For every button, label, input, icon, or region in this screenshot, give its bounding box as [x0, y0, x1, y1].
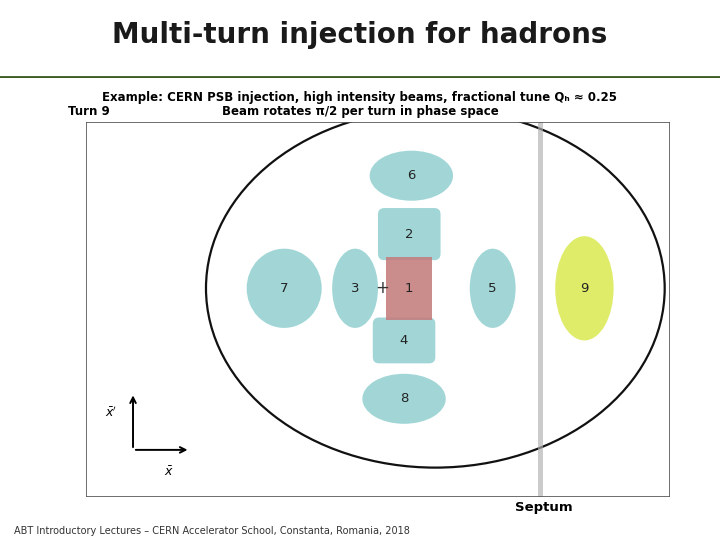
Text: 5: 5	[488, 282, 497, 295]
Ellipse shape	[362, 374, 446, 424]
Text: Beam rotates π/2 per turn in phase space: Beam rotates π/2 per turn in phase space	[222, 105, 498, 118]
Ellipse shape	[469, 249, 516, 328]
Text: $\bar{x}$: $\bar{x}$	[163, 465, 174, 479]
Ellipse shape	[555, 236, 613, 340]
Text: Septum: Septum	[515, 501, 572, 514]
Bar	[538, 122, 544, 497]
Text: Multi-turn injection for hadrons: Multi-turn injection for hadrons	[112, 21, 608, 49]
Text: 6: 6	[408, 169, 415, 182]
Text: 4: 4	[400, 334, 408, 347]
Text: 2: 2	[405, 227, 413, 241]
Text: ABT Introductory Lectures – CERN Accelerator School, Constanta, Romania, 2018: ABT Introductory Lectures – CERN Acceler…	[14, 525, 410, 536]
Text: $\bar{x}'$: $\bar{x}'$	[105, 406, 117, 420]
Text: +: +	[375, 279, 389, 298]
FancyBboxPatch shape	[378, 208, 441, 260]
Ellipse shape	[369, 151, 453, 201]
Ellipse shape	[332, 249, 378, 328]
Text: 1: 1	[405, 282, 413, 295]
Text: 7: 7	[280, 282, 289, 295]
FancyBboxPatch shape	[373, 318, 436, 363]
Text: 8: 8	[400, 392, 408, 406]
Bar	[387, 257, 432, 320]
Ellipse shape	[247, 249, 322, 328]
Text: 9: 9	[580, 282, 589, 295]
Text: 3: 3	[351, 282, 359, 295]
Text: Turn 9: Turn 9	[68, 105, 110, 118]
Text: Example: CERN PSB injection, high intensity beams, fractional tune Qₕ ≈ 0.25: Example: CERN PSB injection, high intens…	[102, 91, 618, 104]
